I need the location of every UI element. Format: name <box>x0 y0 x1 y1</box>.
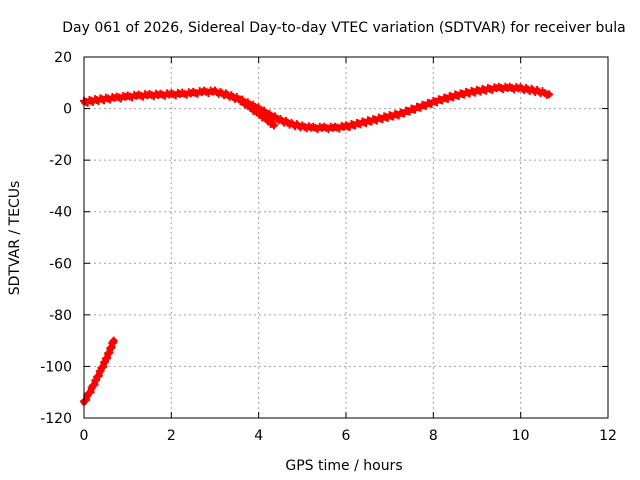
y-tick-label: -100 <box>40 359 72 375</box>
x-tick-label: 6 <box>342 428 351 444</box>
series-dip-branch <box>237 95 278 130</box>
x-tick-label: 2 <box>167 428 176 444</box>
x-tick-label: 4 <box>254 428 263 444</box>
y-tick-label: -120 <box>40 411 72 427</box>
data-layer <box>80 82 554 406</box>
data-point-marker <box>86 388 95 397</box>
y-tick-label: -20 <box>49 153 72 169</box>
data-point-marker <box>269 121 278 130</box>
y-tick-label: -80 <box>49 308 72 324</box>
x-tick-label: 12 <box>599 428 617 444</box>
data-point-marker <box>545 90 554 99</box>
y-tick-label: -60 <box>49 256 72 272</box>
chart-title: Day 061 of 2026, Sidereal Day-to-day VTE… <box>62 20 625 36</box>
y-tick-label: 0 <box>63 102 72 118</box>
x-tick-label: 8 <box>429 428 438 444</box>
tick-layer: 0 2 4 6 8 10 12 -120 -100 -80 -60 -40 -20 0 20 <box>40 50 617 444</box>
x-tick-label: 10 <box>512 428 530 444</box>
x-axis-label: GPS time / hours <box>285 458 402 474</box>
data-point-marker <box>109 336 118 345</box>
y-tick-label: 20 <box>54 50 72 66</box>
y-tick-label: -40 <box>49 205 72 221</box>
x-tick-label: 0 <box>80 428 89 444</box>
y-axis-label: SDTVAR / TECUs <box>7 181 23 296</box>
